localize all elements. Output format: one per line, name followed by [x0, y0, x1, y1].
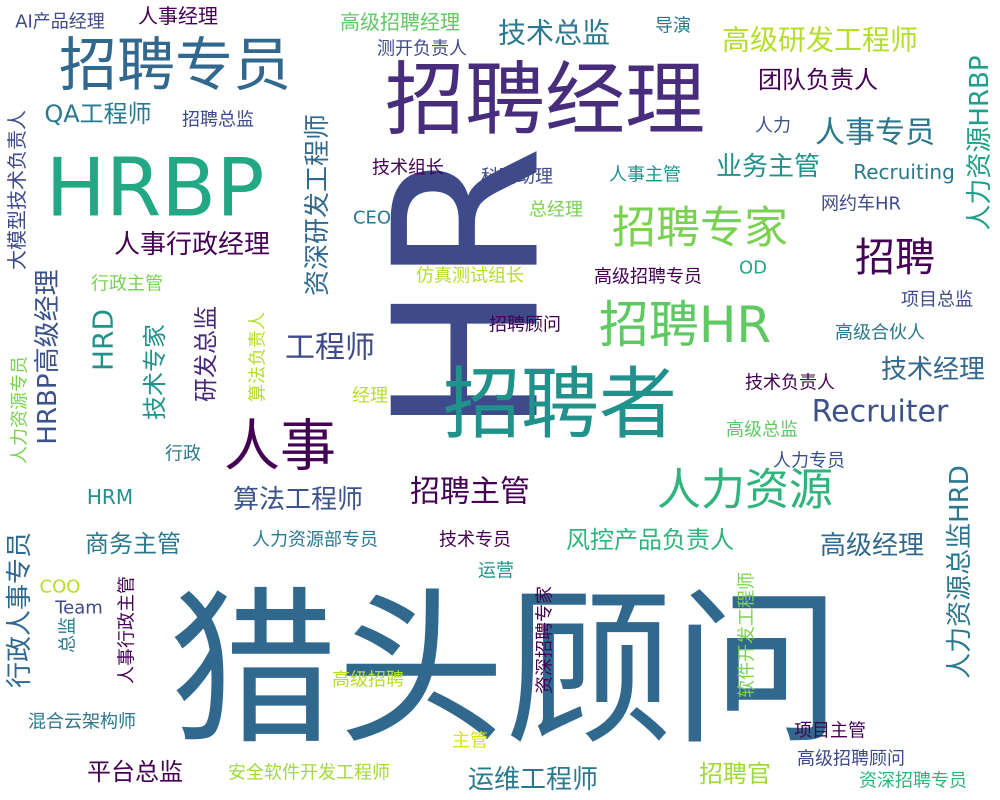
word-cloud-term: 招聘专员: [59, 31, 291, 99]
word-cloud-term: 资深招聘专家: [535, 586, 556, 694]
word-cloud-term: 仿真测试组长: [416, 266, 524, 287]
word-cloud-term: 经理: [352, 386, 388, 407]
word-cloud-term: 人力资源总监HRD: [945, 465, 975, 679]
word-cloud-term: 招聘HR: [599, 296, 771, 354]
word-cloud-term: 安全软件开发工程师: [228, 763, 390, 784]
word-cloud-term: CEO: [353, 208, 391, 229]
word-cloud-term: 主管: [452, 731, 488, 752]
word-cloud-term: 猎头顾问: [169, 572, 841, 768]
word-cloud-term: HR: [352, 145, 585, 434]
word-cloud-term: 科研助理: [481, 167, 553, 188]
word-cloud-term: 行政: [165, 444, 201, 465]
word-cloud-term: 技术组长: [372, 158, 444, 179]
word-cloud-term: 高级研发工程师: [722, 24, 918, 57]
word-cloud-term: 资深招聘专员: [859, 771, 967, 792]
word-cloud-term: 团队负责人: [758, 66, 878, 94]
word-cloud-term: 招聘经理: [385, 54, 705, 147]
word-cloud-term: 总经理: [529, 200, 583, 221]
word-cloud-term: 人事行政主管: [117, 576, 138, 684]
word-cloud-term: 算法工程师: [233, 485, 363, 515]
word-cloud-term: 人事: [224, 415, 336, 480]
word-cloud-term: 项目主管: [794, 721, 866, 742]
word-cloud-term: QA工程师: [44, 100, 151, 128]
word-cloud-term: 招聘总监: [182, 110, 254, 131]
word-cloud-term: HRBP: [46, 142, 265, 235]
word-cloud-term: 资深研发工程师: [303, 114, 333, 296]
word-cloud-term: 软件开发工程师: [737, 572, 758, 698]
word-cloud-term: 风控产品负责人: [566, 526, 734, 554]
word-cloud-term: 测开负责人: [377, 39, 467, 60]
word-cloud-term: 行政人事专员: [5, 532, 35, 688]
word-cloud-term: 招聘主管: [410, 475, 530, 510]
word-cloud-term: AI产品经理: [15, 12, 105, 33]
word-cloud-term: 人事专员: [815, 116, 935, 151]
word-cloud-term: HRD: [87, 309, 120, 371]
word-cloud-term: 行政主管: [91, 274, 163, 295]
word-cloud-term: 招聘顾问: [489, 315, 561, 336]
word-cloud-term: 导演: [655, 16, 691, 37]
word-cloud-term: 高级招聘经理: [340, 10, 460, 34]
word-cloud-term: 商务主管: [85, 530, 181, 558]
word-cloud-term: 技术专员: [439, 530, 511, 551]
word-cloud-term: 招聘专家: [612, 203, 788, 254]
word-cloud-term: 网约车HR: [821, 194, 901, 215]
word-cloud-term: 技术总监: [498, 17, 610, 50]
word-cloud-term: 大模型技术负责人: [5, 110, 29, 270]
word-cloud-term: 技术专家: [141, 324, 169, 420]
word-cloud-term: 高级招聘专员: [594, 267, 702, 288]
word-cloud-term: 招聘官: [699, 760, 771, 788]
word-cloud-term: 业务主管: [716, 152, 820, 182]
word-cloud-term: 招聘者: [443, 360, 677, 450]
word-cloud-term: 招聘: [855, 235, 935, 281]
word-cloud-term: 研发总监: [192, 306, 220, 402]
word-cloud-term: Recruiting: [853, 160, 955, 184]
word-cloud-term: HRM: [87, 485, 133, 509]
word-cloud-term: 人力资源: [657, 465, 833, 516]
word-cloud-term: 运营: [478, 561, 514, 582]
word-cloud-term: 人力: [755, 116, 791, 137]
word-cloud-term: Recruiter: [812, 395, 949, 430]
word-cloud-term: 技术经理: [881, 355, 985, 385]
word-cloud-term: 高级招聘顾问: [797, 749, 905, 770]
word-cloud-term: 高级经理: [820, 531, 924, 561]
word-cloud-term: 高级招聘: [332, 670, 404, 691]
word-cloud-term: 人力资源HRBP: [965, 55, 995, 230]
word-cloud-term: Team: [54, 598, 103, 619]
word-cloud-term: 人力专员: [773, 451, 845, 472]
word-cloud-term: 平台总监: [87, 758, 183, 786]
word-cloud-term: 人力资源部专员: [252, 530, 378, 551]
word-cloud-term: 高级总监: [726, 420, 798, 441]
word-cloud-term: COO: [40, 577, 81, 598]
word-cloud-term: 混合云架构师: [28, 712, 136, 733]
word-cloud-term: 技术负责人: [745, 373, 835, 394]
word-cloud-term: 人事行政经理: [114, 230, 270, 260]
word-cloud-term: 项目总监: [901, 290, 973, 311]
word-cloud-term: 工程师: [285, 331, 375, 366]
word-cloud-term: HRBP高级经理: [33, 269, 63, 444]
word-cloud-term: 人事主管: [609, 165, 681, 186]
word-cloud-term: 人力资源专员: [10, 356, 31, 464]
word-cloud-term: OD: [739, 258, 767, 279]
word-cloud-term: 人事经理: [138, 4, 218, 28]
word-cloud-term: 总监: [58, 617, 79, 653]
word-cloud-term: 高级合伙人: [835, 323, 925, 344]
word-cloud-term: 算法负责人: [248, 312, 269, 402]
word-cloud-term: 运维工程师: [468, 765, 598, 795]
